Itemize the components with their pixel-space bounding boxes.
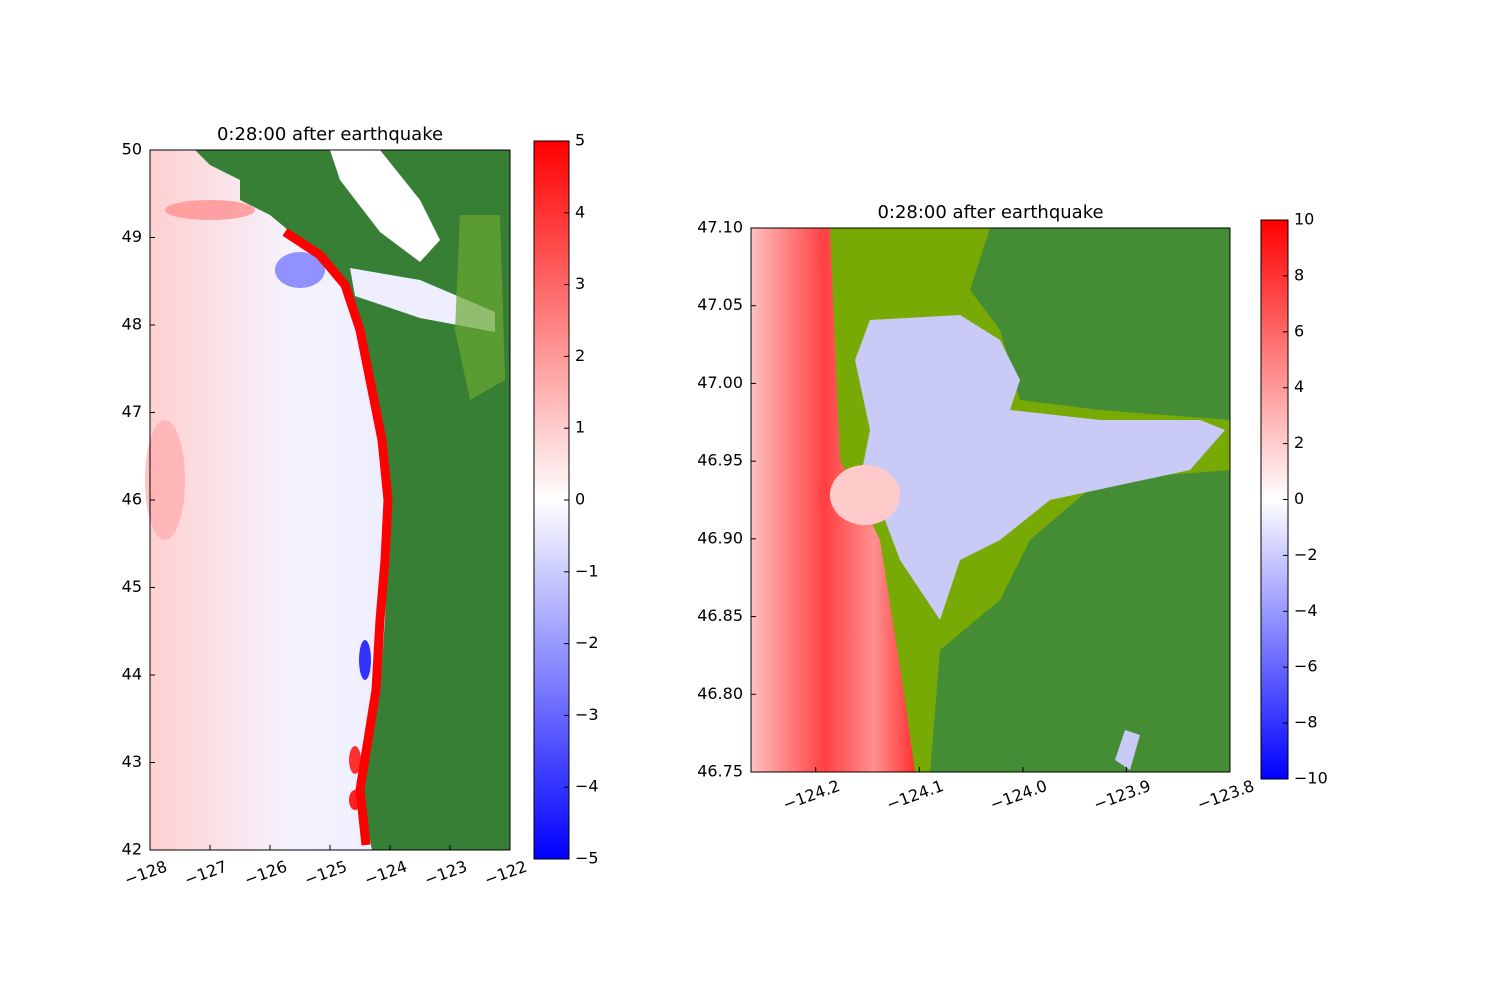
colorbar-tick-label: −10 bbox=[1294, 769, 1328, 788]
colorbar bbox=[533, 140, 570, 860]
x-tick-label: −127 bbox=[182, 857, 230, 890]
colorbar-tick-label: −6 bbox=[1294, 657, 1318, 676]
x-tick-label: −124.1 bbox=[884, 776, 946, 814]
y-tick-label: 49 bbox=[122, 227, 142, 246]
y-tick-label: 46.80 bbox=[697, 684, 743, 703]
y-tick-label: 42 bbox=[122, 840, 142, 859]
x-tick-label: −123 bbox=[422, 857, 470, 890]
y-tick-label: 47.00 bbox=[697, 373, 743, 392]
colorbar-tick-label: 0 bbox=[1294, 489, 1304, 508]
x-tick-label: −124 bbox=[362, 857, 410, 890]
y-tick-label: 46.95 bbox=[697, 451, 743, 470]
x-tick-label: −125 bbox=[302, 857, 350, 890]
colorbar-tick-label: 10 bbox=[1294, 210, 1314, 229]
colorbar-tick-label: −8 bbox=[1294, 713, 1318, 732]
colorbar-tick-label: 1 bbox=[575, 418, 585, 437]
y-tick-label: 44 bbox=[122, 665, 142, 684]
y-tick-label: 46.90 bbox=[697, 528, 743, 547]
y-tick-label: 46.75 bbox=[697, 762, 743, 781]
colorbar-tick-label: −1 bbox=[575, 561, 599, 580]
x-tick-label: −124.0 bbox=[987, 776, 1049, 814]
colorbar-tick-label: 0 bbox=[575, 490, 585, 509]
x-tick-label: −126 bbox=[242, 857, 290, 890]
colorbar-tick-label: −4 bbox=[1294, 601, 1318, 620]
chart-title: 0:28:00 after earthquake bbox=[217, 124, 443, 145]
colorbar-tick-label: 4 bbox=[1294, 377, 1304, 396]
y-tick-label: 48 bbox=[122, 315, 142, 334]
colorbar-tick-label: 2 bbox=[575, 346, 585, 365]
colorbar-tick-label: −2 bbox=[1294, 545, 1318, 564]
colorbar-tick-label: 3 bbox=[575, 274, 585, 293]
y-tick-label: 45 bbox=[122, 577, 142, 596]
x-tick-label: −128 bbox=[122, 857, 170, 890]
colorbar-tick-label: 5 bbox=[575, 131, 585, 150]
map-left bbox=[145, 150, 510, 850]
map-right bbox=[751, 228, 1230, 772]
colorbar-tick-label: −2 bbox=[575, 633, 599, 652]
y-tick-label: 47 bbox=[122, 402, 142, 421]
colorbar-tick-label: −5 bbox=[575, 849, 599, 868]
axes-frame bbox=[750, 227, 1231, 773]
colorbar-tick-label: −3 bbox=[575, 705, 599, 724]
y-tick-label: 47.05 bbox=[697, 295, 743, 314]
x-tick-label: −123.8 bbox=[1195, 776, 1257, 814]
colorbar-tick-label: 2 bbox=[1294, 433, 1304, 452]
y-tick-label: 47.10 bbox=[697, 218, 743, 237]
y-tick-label: 46.85 bbox=[697, 606, 743, 625]
colorbar-tick-label: 6 bbox=[1294, 321, 1304, 340]
colorbar-tick-label: 8 bbox=[1294, 265, 1304, 284]
y-tick-label: 46 bbox=[122, 490, 142, 509]
y-tick-label: 50 bbox=[122, 140, 142, 159]
chart-title: 0:28:00 after earthquake bbox=[877, 202, 1103, 223]
x-tick-label: −122 bbox=[482, 857, 530, 890]
x-tick-label: −123.9 bbox=[1091, 776, 1153, 814]
colorbar-tick-label: −4 bbox=[575, 777, 599, 796]
y-tick-label: 43 bbox=[122, 752, 142, 771]
x-tick-label: −124.2 bbox=[780, 776, 842, 814]
colorbar-tick-label: 4 bbox=[575, 202, 585, 221]
